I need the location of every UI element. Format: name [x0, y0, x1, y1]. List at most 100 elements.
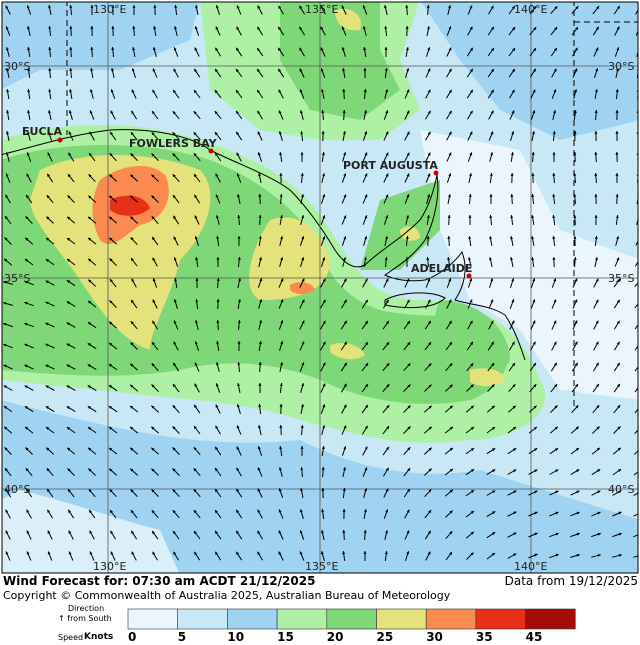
- wind-arrow-head: [46, 427, 50, 430]
- wind-arrow-head: [236, 26, 240, 30]
- wind-arrow-head: [469, 278, 473, 282]
- wind-arrow-head: [427, 173, 431, 177]
- wind-arrow-shaft: [634, 387, 638, 393]
- wind-arrow-head: [278, 89, 282, 93]
- wind-arrow-head: [428, 447, 432, 451]
- wind-arrow-head: [406, 110, 410, 114]
- wind-arrow-head: [131, 299, 134, 304]
- wind-arrow-head: [132, 5, 136, 8]
- wind-arrow-head: [363, 530, 367, 533]
- wind-arrow-head: [490, 89, 494, 93]
- wind-arrow-head: [470, 490, 475, 493]
- wind-arrow-head: [531, 131, 535, 135]
- wind-arrow-head: [511, 89, 515, 93]
- wind-arrow-head: [385, 89, 388, 93]
- wind-arrow-head: [25, 259, 29, 262]
- wind-arrow-head: [278, 5, 282, 9]
- wind-arrow-head: [406, 215, 409, 219]
- wind-arrow-head: [470, 469, 475, 472]
- wind-arrow-head: [3, 385, 7, 389]
- wind-arrow-head: [322, 299, 326, 303]
- city-label-eucla: EUCLA: [22, 125, 63, 138]
- wind-arrow-head: [87, 385, 91, 389]
- wind-arrow-head: [300, 467, 304, 470]
- wind-arrow-head: [363, 257, 367, 261]
- wind-arrow-head: [236, 69, 239, 73]
- wind-arrow-head: [152, 47, 156, 51]
- wind-arrow-head: [365, 363, 369, 367]
- wind-arrow-head: [278, 68, 282, 72]
- wind-arrow-head: [618, 490, 622, 494]
- wind-arrow-head: [151, 174, 155, 178]
- wind-arrow-head: [215, 530, 218, 535]
- wind-arrow-head: [172, 111, 176, 115]
- wind-arrow-head: [469, 152, 473, 156]
- wind-arrow-head: [130, 153, 134, 157]
- wind-arrow-head: [300, 488, 304, 492]
- speed-legend: Direction ↑ from South Speed Knots 0 5 10 1…: [0, 603, 640, 645]
- wind-arrow-head: [130, 237, 134, 241]
- wind-arrow-head: [301, 362, 305, 366]
- legend-swatch: [326, 608, 377, 630]
- wind-arrow-head: [193, 90, 197, 94]
- wind-arrow-head: [151, 468, 155, 472]
- wind-arrow-head: [90, 68, 94, 72]
- wind-arrow-head: [385, 488, 389, 492]
- wind-arrow-head: [448, 110, 452, 114]
- wind-arrow-head: [236, 90, 239, 94]
- wind-arrow-head: [341, 47, 345, 51]
- wind-arrow-head: [364, 299, 368, 303]
- wind-arrow-head: [427, 299, 431, 303]
- wind-arrow-head: [68, 530, 72, 534]
- wind-arrow-head: [469, 131, 473, 135]
- wind-arrow-head: [553, 362, 557, 366]
- wind-arrow-head: [152, 320, 156, 324]
- wind-arrow-head: [173, 68, 177, 72]
- wind-arrow-head: [364, 467, 368, 471]
- wind-arrow-head: [492, 469, 496, 473]
- wind-arrow-head: [151, 195, 155, 199]
- wind-arrow-head: [407, 363, 411, 367]
- wind-arrow-head: [214, 90, 218, 94]
- wind-arrow-head: [447, 215, 451, 218]
- wind-arrow-head: [385, 467, 389, 471]
- wind-arrow-head: [573, 215, 577, 218]
- wind-arrow-head: [67, 468, 71, 472]
- wind-arrow-head: [300, 446, 304, 449]
- wind-arrow-head: [470, 511, 474, 514]
- wind-arrow-head: [552, 173, 556, 176]
- wind-arrows-layer: [3, 4, 638, 561]
- legend-swatch: [525, 608, 576, 630]
- wind-arrow-head: [407, 405, 411, 409]
- wind-arrow-head: [365, 342, 368, 346]
- wind-arrow-head: [26, 551, 30, 555]
- wind-arrow-head: [194, 215, 198, 219]
- wind-arrow-head: [533, 405, 537, 409]
- wind-arrow-head: [25, 468, 29, 472]
- wind-arrow-head: [4, 426, 8, 430]
- wind-arrow-head: [88, 489, 92, 493]
- wind-arrow-head: [110, 530, 114, 534]
- wind-arrow-head: [3, 364, 7, 368]
- wind-arrow-head: [67, 195, 71, 199]
- wind-arrow-head: [152, 68, 156, 72]
- wind-arrow-head: [131, 278, 135, 282]
- wind-arrow-head: [406, 173, 410, 177]
- wind-arrow-head: [531, 173, 535, 176]
- wind-arrow-shaft: [633, 534, 638, 538]
- wind-arrow-head: [108, 385, 113, 388]
- wind-arrow-head: [385, 173, 389, 177]
- wind-arrow-head: [364, 446, 368, 450]
- wind-arrow-head: [109, 195, 113, 199]
- wind-arrow-head: [615, 194, 619, 197]
- wind-arrow-head: [406, 278, 410, 282]
- wind-arrow-head: [469, 5, 473, 9]
- wind-arrow-head: [386, 426, 390, 430]
- wind-arrow-head: [575, 405, 579, 409]
- wind-arrow-head: [26, 152, 30, 156]
- wind-arrow-head: [343, 404, 347, 408]
- wind-arrow-head: [427, 320, 431, 324]
- wind-arrow-head: [555, 511, 559, 515]
- wind-arrow-head: [490, 110, 494, 114]
- wind-arrow-head: [616, 320, 620, 324]
